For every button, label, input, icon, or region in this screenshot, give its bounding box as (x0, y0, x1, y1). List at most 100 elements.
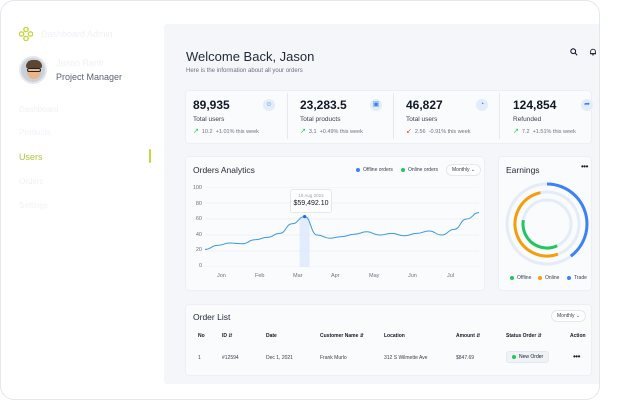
stat-trend: ↗ 3.1 +0.49% this week (300, 128, 363, 135)
stat-trend: ↗ 10.2 +1.01% this week (193, 128, 259, 135)
user-profile[interactable]: Jason Ranti Project Manager (19, 56, 122, 84)
bell-icon[interactable] (589, 48, 597, 56)
page-title: Welcome Back, Jason (186, 49, 315, 64)
stat-label: Refunded (513, 116, 542, 123)
trade-arc (505, 182, 589, 266)
chart-icon: ◔ (476, 99, 488, 111)
chart-tooltip: 15 Aug 2022 $59,492.10 (290, 189, 332, 213)
x-tick: Jon (217, 273, 226, 279)
users-icon: ☺ (263, 99, 275, 111)
search-icon[interactable] (570, 48, 578, 56)
x-tick: May (369, 273, 380, 279)
analytics-title: Orders Analytics (193, 165, 255, 175)
highlight-point[interactable] (303, 215, 307, 219)
y-tick: 60 (195, 216, 202, 222)
y-tick: 80 (195, 201, 202, 207)
app-window: Dashboard Admin Jason Ranti Project Mana… (0, 0, 600, 400)
stat-label: Total users (406, 116, 438, 123)
sidebar-item-users[interactable]: Users (19, 152, 43, 162)
divider (499, 93, 500, 139)
arrow-up-icon: ↗ (193, 128, 199, 135)
y-tick: 20 (195, 247, 202, 253)
sidebar-item-settings[interactable]: Settings (19, 201, 48, 210)
order-period-select[interactable]: Monthly ⌄ (551, 310, 587, 322)
x-tick: Feb (255, 273, 265, 279)
cell-date: Dec 1, 2021 (266, 355, 293, 361)
row-action-icon[interactable]: ••• (573, 352, 580, 361)
tooltip-value: $59,492.10 (293, 200, 329, 207)
legend-online: Online (538, 275, 559, 281)
stat-trend: ↙ 2.56 -0.91% this week (406, 128, 471, 135)
highlight-bar (299, 216, 310, 267)
col-amount[interactable]: Amount ⇵ (456, 333, 481, 339)
more-icon[interactable]: ••• (581, 162, 588, 171)
col-date: Date (266, 333, 277, 339)
legend-offline: Offline orders (356, 167, 393, 173)
offline-arc (521, 198, 573, 250)
cell-location: 312 S Wilmette Ave (384, 355, 428, 361)
orders-line-chart (205, 187, 479, 267)
logo[interactable]: Dashboard Admin (19, 27, 113, 41)
legend-trade: Trade (567, 275, 587, 281)
order-list-title: Order List (193, 312, 231, 322)
col-status[interactable]: Status Order ⇵ (506, 333, 542, 339)
stat-total-products: 23,283.5 Total products ↗ 3.1 +0.49% this… (300, 93, 392, 145)
stat-trend: ↗ 7.2 +1.51% this week (513, 128, 576, 135)
earnings-donut (505, 182, 589, 266)
cell-amount: $847.69 (456, 355, 475, 361)
legend-online: Online orders (401, 167, 438, 173)
stat-value: 89,935 (193, 98, 230, 112)
arrow-up-icon: ↗ (300, 128, 306, 135)
avatar (19, 56, 47, 84)
orders-analytics-card (185, 156, 485, 291)
col-location: Location (384, 333, 405, 339)
online-arc (513, 190, 581, 258)
stat-value: 124,854 (513, 98, 557, 112)
stat-refunded: 124,854 Refunded ↗ 7.2 +1.51% this week ➦ (513, 93, 593, 145)
y-tick: 0 (198, 263, 202, 269)
period-select[interactable]: Monthly ⌄ (446, 164, 482, 176)
logo-icon (19, 27, 33, 41)
arrow-up-icon: ↗ (513, 128, 519, 135)
profile-role: Project Manager (56, 72, 123, 82)
status-badge: New Order (506, 351, 550, 363)
divider (393, 93, 394, 139)
earnings-title: Earnings (506, 165, 540, 175)
cell-id: #12594 (222, 355, 239, 361)
col-no: No (198, 333, 205, 339)
sidebar: Dashboard Admin Jason Ranti Project Mana… (1, 1, 164, 399)
box-icon: ▣ (370, 99, 382, 111)
series-line-online-orders (205, 212, 479, 250)
arrow-down-icon: ↙ (406, 128, 412, 135)
logo-text: Dashboard Admin (41, 29, 113, 39)
divider (287, 93, 288, 139)
active-indicator (149, 149, 151, 163)
x-tick: Jul (447, 273, 455, 279)
stat-total-users-2: 46,827 Total users ↙ 2.56 -0.91% this wee… (406, 93, 498, 145)
x-tick: Jun (408, 273, 417, 279)
stat-label: Total products (300, 116, 341, 123)
col-action: Action (570, 333, 586, 339)
page-subtitle: Here is the information about all your o… (186, 68, 303, 74)
col-id[interactable]: ID ⇵ (222, 333, 233, 339)
x-tick: Apr (331, 273, 340, 279)
cell-no: 1 (198, 355, 201, 361)
stat-value: 46,827 (406, 98, 443, 112)
sidebar-item-orders[interactable]: Orders (19, 177, 44, 186)
order-list-card (185, 304, 592, 376)
stats-card (185, 90, 592, 144)
profile-name: Jason Ranti (56, 58, 104, 68)
stat-value: 23,283.5 (300, 98, 347, 112)
tooltip-date: 15 Aug 2022 (298, 193, 324, 198)
sidebar-item-dashboard[interactable]: Dashboard (19, 105, 59, 114)
stat-label: Total users (193, 116, 225, 123)
x-tick: Mar (293, 273, 303, 279)
share-icon: ➦ (581, 99, 593, 111)
sidebar-item-products[interactable]: Products (19, 128, 51, 137)
y-tick: 40 (195, 232, 202, 238)
cell-customer: Frank Murlo (320, 355, 347, 361)
y-tick: 100 (192, 185, 202, 191)
stat-total-users: 89,935 Total users ↗ 10.2 +1.01% this wee… (193, 93, 285, 145)
legend-offline: Offline (510, 275, 531, 281)
col-customer[interactable]: Customer Name ⇵ (320, 333, 364, 339)
